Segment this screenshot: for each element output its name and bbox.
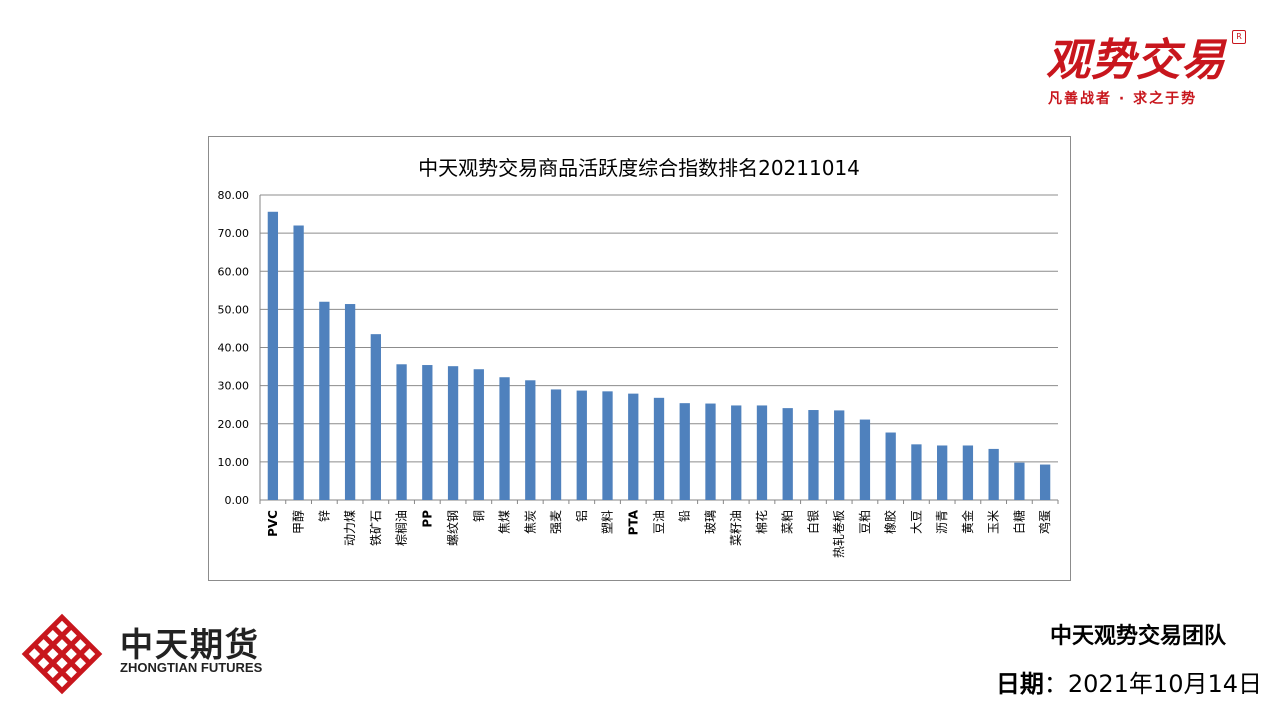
x-tick-label: 塑料 xyxy=(600,510,615,534)
x-tick-label: 焦煤 xyxy=(498,510,512,534)
bar xyxy=(808,410,819,500)
bar xyxy=(344,304,356,500)
date-label: 日期 xyxy=(995,670,1044,698)
x-tick-label: 甲醇 xyxy=(291,510,306,534)
x-tick-label: 焦炭 xyxy=(523,510,537,534)
bar xyxy=(602,391,613,500)
y-tick-label: 60.00 xyxy=(218,265,250,278)
x-tick-label: 玉米 xyxy=(987,510,1001,534)
x-tick-label: 黄金 xyxy=(960,510,975,534)
x-tick-label: 铝 xyxy=(574,510,589,522)
bar xyxy=(267,211,279,500)
y-tick-label: 70.00 xyxy=(218,227,250,240)
bar-chart: 中天观势交易商品活跃度综合指数排名20211014 0.00 10.00 20.00… xyxy=(218,156,1059,558)
bar xyxy=(911,444,922,500)
x-tick-label: 铜 xyxy=(471,510,486,522)
x-tick-label: 豆油 xyxy=(652,510,666,534)
bar xyxy=(653,397,665,500)
chart-frame: 中天观势交易商品活跃度综合指数排名20211014 0.00 10.00 20.00… xyxy=(208,136,1071,581)
bar xyxy=(499,377,510,500)
x-axis-ticks: PVC 甲醇锌动力煤 铁矿石 棕榈油 PP 螺纹钢铜焦煤 焦炭 强麦铝塑料 PTA 豆油铅玻璃 菜籽… xyxy=(266,500,1059,558)
bar xyxy=(859,419,871,500)
team-name: 中天观势交易团队 xyxy=(1049,624,1226,649)
x-tick-label: 强麦 xyxy=(549,510,563,534)
y-tick-label: 0.00 xyxy=(225,494,250,507)
bar xyxy=(370,334,381,500)
bar xyxy=(293,225,304,500)
x-tick-label: 铁矿石 xyxy=(369,510,383,546)
x-tick-label: 棉花 xyxy=(754,510,769,534)
x-tick-label: 白银 xyxy=(805,510,820,534)
bar xyxy=(473,369,484,500)
company-name-cn: 中天期货 xyxy=(120,625,260,664)
x-tick-label: 大豆 xyxy=(909,510,923,534)
x-tick-label: 菜籽油 xyxy=(729,510,743,546)
x-tick-label: 热轧卷板 xyxy=(831,510,846,558)
x-tick-label: 螺纹钢 xyxy=(446,510,460,546)
registered-mark-icon: R xyxy=(1232,30,1246,44)
bar xyxy=(525,380,536,500)
chart-title: 中天观势交易商品活跃度综合指数排名20211014 xyxy=(418,156,860,180)
x-tick-label: 玻璃 xyxy=(703,510,717,534)
date-separator: ： xyxy=(1043,670,1068,698)
bar xyxy=(782,408,793,500)
y-axis-ticks: 0.00 10.00 20.00 30.00 40.00 50.00 60.00 70.00 8… xyxy=(218,189,250,507)
x-tick-label: 豆粕 xyxy=(857,510,872,534)
date-line: 日期：2021年10月14日 xyxy=(996,664,1262,699)
bar xyxy=(396,364,407,500)
bar xyxy=(885,432,896,500)
lattice-logo-icon xyxy=(21,613,103,695)
x-tick-label: PP xyxy=(420,510,434,528)
bar xyxy=(962,445,974,500)
x-tick-label: 铅 xyxy=(678,510,692,522)
y-tick-label: 50.00 xyxy=(218,303,250,316)
date-value: 2021年10月14日 xyxy=(1067,670,1262,698)
x-tick-label: 棕榈油 xyxy=(394,510,409,546)
x-tick-label: 橡胶 xyxy=(883,510,898,534)
grid-lines xyxy=(259,194,1058,504)
bar xyxy=(834,410,845,500)
bar xyxy=(731,405,742,500)
bars xyxy=(267,211,1051,500)
bar xyxy=(1039,464,1051,500)
brand-slogan: 凡善战者 · 求之于势 xyxy=(1048,91,1198,107)
bar xyxy=(422,365,433,500)
y-tick-label: 40.00 xyxy=(218,342,250,355)
x-tick-label: 白糖 xyxy=(1011,510,1026,534)
bar xyxy=(1014,462,1025,500)
brand-title: 观势交易 xyxy=(1046,35,1226,86)
bar xyxy=(756,405,768,500)
bar xyxy=(319,301,330,500)
x-tick-label: 动力煤 xyxy=(343,510,357,546)
x-tick-label: 菜粕 xyxy=(780,510,795,534)
x-tick-label: 沥青 xyxy=(935,510,949,534)
company-name-en: ZHONGTIAN FUTURES xyxy=(120,660,263,675)
bar xyxy=(705,403,716,500)
y-tick-label: 10.00 xyxy=(218,456,250,469)
bar xyxy=(576,390,587,500)
brand-logo: 观势交易 R 凡善战者 · 求之于势 xyxy=(1040,24,1250,114)
y-tick-label: 20.00 xyxy=(218,418,250,431)
x-tick-label: PTA xyxy=(626,509,640,535)
company-logo: 中天期货 ZHONGTIAN FUTURES xyxy=(20,610,280,700)
x-tick-label: 锌 xyxy=(317,510,331,522)
y-tick-label: 30.00 xyxy=(218,380,250,393)
bar xyxy=(937,445,948,500)
y-tick-label: 80.00 xyxy=(218,189,250,202)
bar xyxy=(447,366,459,500)
bar xyxy=(550,389,562,500)
x-tick-label: PVC xyxy=(266,510,280,537)
bar xyxy=(988,448,999,500)
x-tick-label: 鸡蛋 xyxy=(1037,510,1052,534)
bar xyxy=(679,403,690,500)
bar xyxy=(628,393,639,500)
